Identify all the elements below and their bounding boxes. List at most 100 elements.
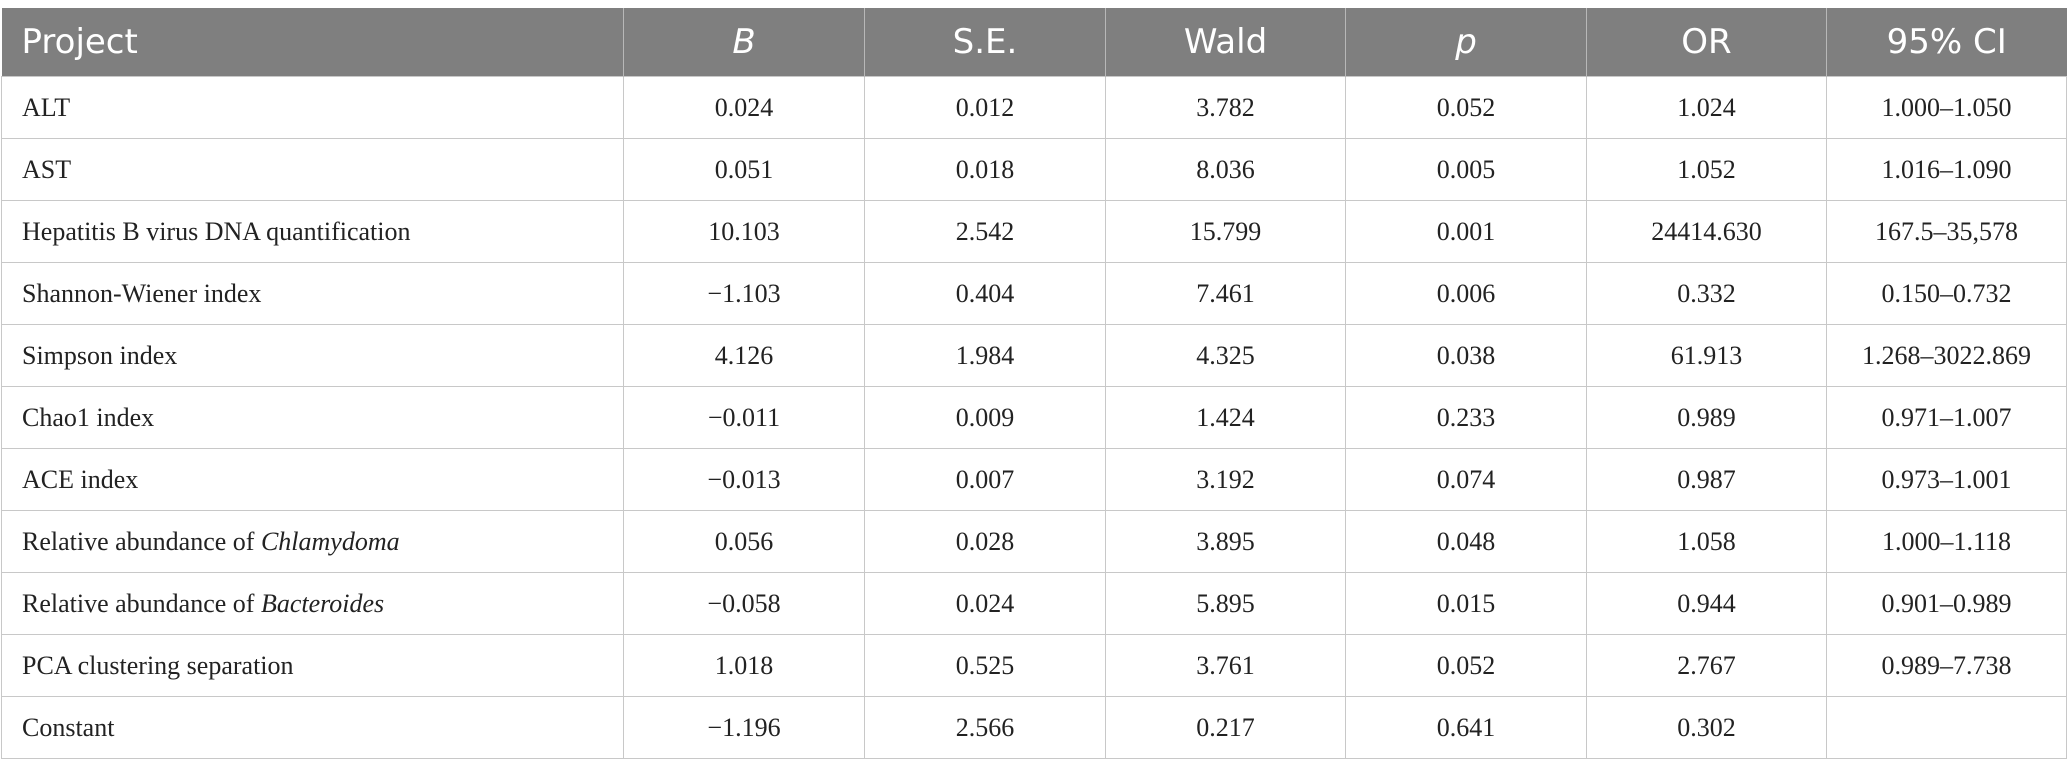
cell-b: −1.103	[623, 262, 865, 325]
cell-project: Hepatitis B virus DNA quantification	[1, 200, 624, 263]
cell-b: −0.011	[623, 386, 865, 449]
cell-p: 0.006	[1345, 262, 1587, 325]
cell-or: 0.302	[1586, 696, 1827, 759]
cell-or: 61.913	[1586, 324, 1827, 387]
cell-ci	[1826, 696, 2067, 759]
cell-project: Relative abundance of Bacteroides	[1, 572, 624, 635]
cell-se: 1.984	[864, 324, 1106, 387]
project-text: Chao1 index	[22, 402, 155, 432]
cell-project: ALT	[1, 76, 624, 139]
project-text: Constant	[22, 712, 115, 742]
project-text: Relative abundance of	[22, 588, 261, 618]
cell-project: Constant	[1, 696, 624, 759]
cell-se: 0.007	[864, 448, 1106, 511]
project-text: ALT	[22, 92, 71, 122]
cell-wald: 7.461	[1105, 262, 1346, 325]
project-italic-text: Bacteroides	[260, 588, 385, 618]
header-project: Project	[1, 8, 624, 77]
cell-se: 0.525	[864, 634, 1106, 697]
cell-b: 10.103	[623, 200, 865, 263]
cell-wald: 8.036	[1105, 138, 1346, 201]
header-or: OR	[1586, 8, 1827, 77]
cell-project: PCA clustering separation	[1, 634, 624, 697]
header-b: B	[623, 8, 865, 77]
cell-or: 0.944	[1586, 572, 1827, 635]
cell-p: 0.233	[1345, 386, 1587, 449]
cell-p: 0.001	[1345, 200, 1587, 263]
cell-se: 0.018	[864, 138, 1106, 201]
cell-project: Shannon-Wiener index	[1, 262, 624, 325]
cell-or: 1.058	[1586, 510, 1827, 573]
cell-p: 0.005	[1345, 138, 1587, 201]
table-row: Relative abundance of Bacteroides −0.058…	[1, 572, 2067, 635]
cell-p: 0.052	[1345, 76, 1587, 139]
table-row: Simpson index 4.126 1.984 4.325 0.038 61…	[1, 324, 2067, 387]
project-text: Hepatitis B virus DNA quantification	[22, 216, 411, 246]
cell-ci: 1.000–1.050	[1826, 76, 2067, 139]
cell-ci: 0.150–0.732	[1826, 262, 2067, 325]
cell-or: 24414.630	[1586, 200, 1827, 263]
cell-ci: 1.268–3022.869	[1826, 324, 2067, 387]
cell-p: 0.038	[1345, 324, 1587, 387]
header-row: Project B S.E. Wald p OR 95% CI	[1, 8, 2067, 77]
project-text: Simpson index	[22, 340, 178, 370]
cell-b: −0.013	[623, 448, 865, 511]
cell-project: ACE index	[1, 448, 624, 511]
table-row: ALT 0.024 0.012 3.782 0.052 1.024 1.000–…	[1, 76, 2067, 139]
cell-p: 0.641	[1345, 696, 1587, 759]
table-row: Relative abundance of Chlamydoma 0.056 0…	[1, 510, 2067, 573]
cell-project: Simpson index	[1, 324, 624, 387]
cell-p: 0.015	[1345, 572, 1587, 635]
cell-b: 1.018	[623, 634, 865, 697]
project-text: AST	[22, 154, 72, 184]
cell-se: 0.009	[864, 386, 1106, 449]
cell-se: 0.028	[864, 510, 1106, 573]
cell-wald: 4.325	[1105, 324, 1346, 387]
cell-wald: 1.424	[1105, 386, 1346, 449]
cell-se: 2.566	[864, 696, 1106, 759]
cell-wald: 3.192	[1105, 448, 1346, 511]
cell-or: 0.332	[1586, 262, 1827, 325]
cell-ci: 0.971–1.007	[1826, 386, 2067, 449]
cell-se: 0.024	[864, 572, 1106, 635]
header-p: p	[1345, 8, 1587, 77]
cell-project: AST	[1, 138, 624, 201]
project-text: Relative abundance of	[22, 526, 261, 556]
cell-se: 0.404	[864, 262, 1106, 325]
header-ci: 95% CI	[1826, 8, 2067, 77]
table-row: Constant −1.196 2.566 0.217 0.641 0.302	[1, 696, 2067, 759]
cell-or: 1.024	[1586, 76, 1827, 139]
cell-project: Chao1 index	[1, 386, 624, 449]
cell-ci: 167.5–35,578	[1826, 200, 2067, 263]
cell-or: 1.052	[1586, 138, 1827, 201]
cell-or: 0.987	[1586, 448, 1827, 511]
cell-wald: 0.217	[1105, 696, 1346, 759]
cell-se: 2.542	[864, 200, 1106, 263]
cell-ci: 0.973–1.001	[1826, 448, 2067, 511]
table-row: Hepatitis B virus DNA quantification 10.…	[1, 200, 2067, 263]
cell-ci: 0.989–7.738	[1826, 634, 2067, 697]
cell-or: 0.989	[1586, 386, 1827, 449]
cell-p: 0.074	[1345, 448, 1587, 511]
cell-b: 0.024	[623, 76, 865, 139]
cell-b: −1.196	[623, 696, 865, 759]
cell-ci: 0.901–0.989	[1826, 572, 2067, 635]
cell-wald: 3.895	[1105, 510, 1346, 573]
cell-or: 2.767	[1586, 634, 1827, 697]
header-wald: Wald	[1105, 8, 1346, 77]
cell-b: −0.058	[623, 572, 865, 635]
regression-table-container: Project B S.E. Wald p OR 95% CI ALT 0.02…	[0, 8, 2067, 759]
project-text: PCA clustering separation	[22, 650, 294, 680]
cell-wald: 3.782	[1105, 76, 1346, 139]
cell-p: 0.052	[1345, 634, 1587, 697]
cell-b: 4.126	[623, 324, 865, 387]
cell-ci: 1.016–1.090	[1826, 138, 2067, 201]
table-row: Shannon-Wiener index −1.103 0.404 7.461 …	[1, 262, 2067, 325]
cell-b: 0.051	[623, 138, 865, 201]
table-row: ACE index −0.013 0.007 3.192 0.074 0.987…	[1, 448, 2067, 511]
table-row: AST 0.051 0.018 8.036 0.005 1.052 1.016–…	[1, 138, 2067, 201]
project-text: Shannon-Wiener index	[22, 278, 262, 308]
cell-p: 0.048	[1345, 510, 1587, 573]
cell-project: Relative abundance of Chlamydoma	[1, 510, 624, 573]
regression-table: Project B S.E. Wald p OR 95% CI ALT 0.02…	[1, 8, 2067, 759]
